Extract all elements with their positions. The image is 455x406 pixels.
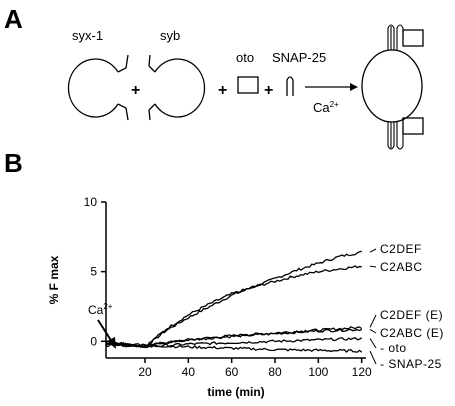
ca-annotation-sup: 2+ xyxy=(103,302,112,311)
x-tick-label: 20 xyxy=(138,365,152,379)
series-line xyxy=(105,250,362,349)
ca-annotation: Ca2+ xyxy=(88,302,113,317)
syx-label: syx-1 xyxy=(72,28,103,43)
panel-b-letter: B xyxy=(4,148,23,178)
series-leader xyxy=(369,350,377,365)
fused-vesicle xyxy=(361,49,423,123)
y-tick-label: 10 xyxy=(84,195,98,209)
series-label: C2ABC xyxy=(380,260,423,274)
ca-annotation-text: Ca xyxy=(88,303,104,317)
snare-complex-bottom xyxy=(387,122,404,150)
ca-arrow-shaft xyxy=(97,319,113,343)
panel-b: B 0 5 10 20 40 60 80 100 120 % F max time (min)… xyxy=(4,148,444,399)
series-leader xyxy=(369,314,377,328)
plus-1: + xyxy=(131,82,140,99)
x-tick-label: 80 xyxy=(268,365,282,379)
x-axis-label: time (min) xyxy=(207,385,264,399)
ca-arrow-head xyxy=(107,337,116,349)
oto-box xyxy=(237,76,259,94)
series-label: - SNAP-25 xyxy=(380,357,442,371)
syx-vesicle xyxy=(67,58,119,118)
x-tick-label: 100 xyxy=(308,365,328,379)
ca-text: Ca xyxy=(313,100,330,115)
series-leader xyxy=(369,338,377,349)
ca-label-a: Ca2+ xyxy=(313,100,339,115)
series-leader xyxy=(369,248,377,253)
reaction-arrowhead xyxy=(350,83,358,91)
syb-protein xyxy=(148,54,156,121)
series-labels: C2DEF C2ABC C2DEF (E) C2ABC (E)- oto - SNAP-… xyxy=(369,242,444,371)
series-label: - oto xyxy=(380,341,407,355)
series-leader xyxy=(369,329,377,334)
series-line xyxy=(106,343,363,353)
series-line xyxy=(105,336,363,349)
plus-3: + xyxy=(264,82,273,99)
panel-a: A syx-1 + syb + oto + SNAP-25 Ca2+ xyxy=(4,4,424,150)
syx-protein xyxy=(117,54,129,121)
x-tick-label: 120 xyxy=(352,365,372,379)
series-label: C2DEF xyxy=(380,242,422,256)
snap-label: SNAP-25 xyxy=(272,50,326,65)
series-label: C2ABC (E) xyxy=(380,326,444,340)
snare-complex-top xyxy=(387,24,404,50)
y-tick-label: 5 xyxy=(90,265,97,279)
oto-box-bottom xyxy=(402,117,424,135)
x-tick-label: 40 xyxy=(182,365,196,379)
y-tick-label: 0 xyxy=(90,334,97,348)
x-ticks: 20 40 60 80 100 120 xyxy=(138,358,372,379)
snap-hairpin xyxy=(286,76,294,96)
oto-box-top xyxy=(402,29,424,47)
ca-sup: 2+ xyxy=(330,100,339,109)
x-tick-label: 60 xyxy=(225,365,239,379)
panel-a-letter: A xyxy=(4,4,23,34)
series-line xyxy=(105,326,363,347)
series-label: C2DEF (E) xyxy=(380,308,443,322)
y-axis-label: % F max xyxy=(47,255,61,304)
series-leader xyxy=(369,265,377,268)
syb-label: syb xyxy=(160,28,180,43)
y-ticks: 0 5 10 xyxy=(84,195,106,348)
syb-vesicle xyxy=(154,58,206,118)
oto-label: oto xyxy=(236,50,254,65)
plus-2: + xyxy=(218,82,227,99)
series-lines xyxy=(105,250,363,353)
